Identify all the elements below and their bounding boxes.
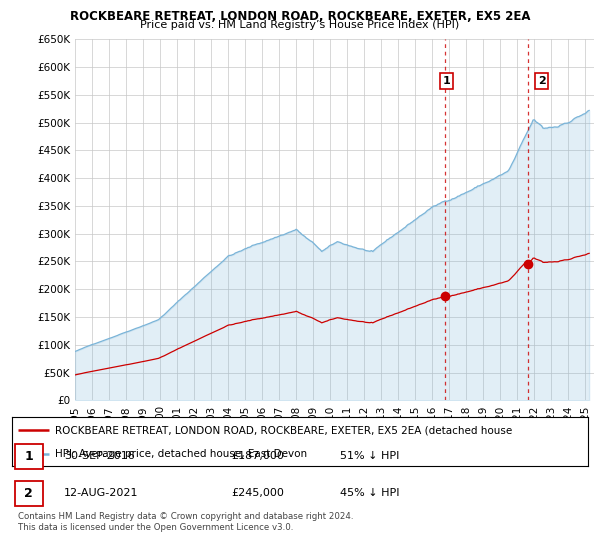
- Text: 51% ↓ HPI: 51% ↓ HPI: [340, 451, 400, 461]
- Text: 30-SEP-2016: 30-SEP-2016: [64, 451, 134, 461]
- Text: £245,000: £245,000: [231, 488, 284, 498]
- Text: 12-AUG-2021: 12-AUG-2021: [64, 488, 139, 498]
- Text: 2: 2: [25, 487, 33, 500]
- Text: 2: 2: [538, 76, 545, 86]
- Text: ROCKBEARE RETREAT, LONDON ROAD, ROCKBEARE, EXETER, EX5 2EA (detached house: ROCKBEARE RETREAT, LONDON ROAD, ROCKBEAR…: [55, 426, 512, 436]
- Text: ROCKBEARE RETREAT, LONDON ROAD, ROCKBEARE, EXETER, EX5 2EA: ROCKBEARE RETREAT, LONDON ROAD, ROCKBEAR…: [70, 10, 530, 22]
- Text: HPI: Average price, detached house, East Devon: HPI: Average price, detached house, East…: [55, 449, 307, 459]
- Text: 1: 1: [443, 76, 451, 86]
- Text: Price paid vs. HM Land Registry’s House Price Index (HPI): Price paid vs. HM Land Registry’s House …: [140, 20, 460, 30]
- FancyBboxPatch shape: [15, 480, 43, 506]
- Text: £187,000: £187,000: [231, 451, 284, 461]
- Text: 45% ↓ HPI: 45% ↓ HPI: [340, 488, 400, 498]
- FancyBboxPatch shape: [15, 444, 43, 469]
- Text: 1: 1: [25, 450, 33, 463]
- Text: Contains HM Land Registry data © Crown copyright and database right 2024.
This d: Contains HM Land Registry data © Crown c…: [18, 512, 353, 532]
